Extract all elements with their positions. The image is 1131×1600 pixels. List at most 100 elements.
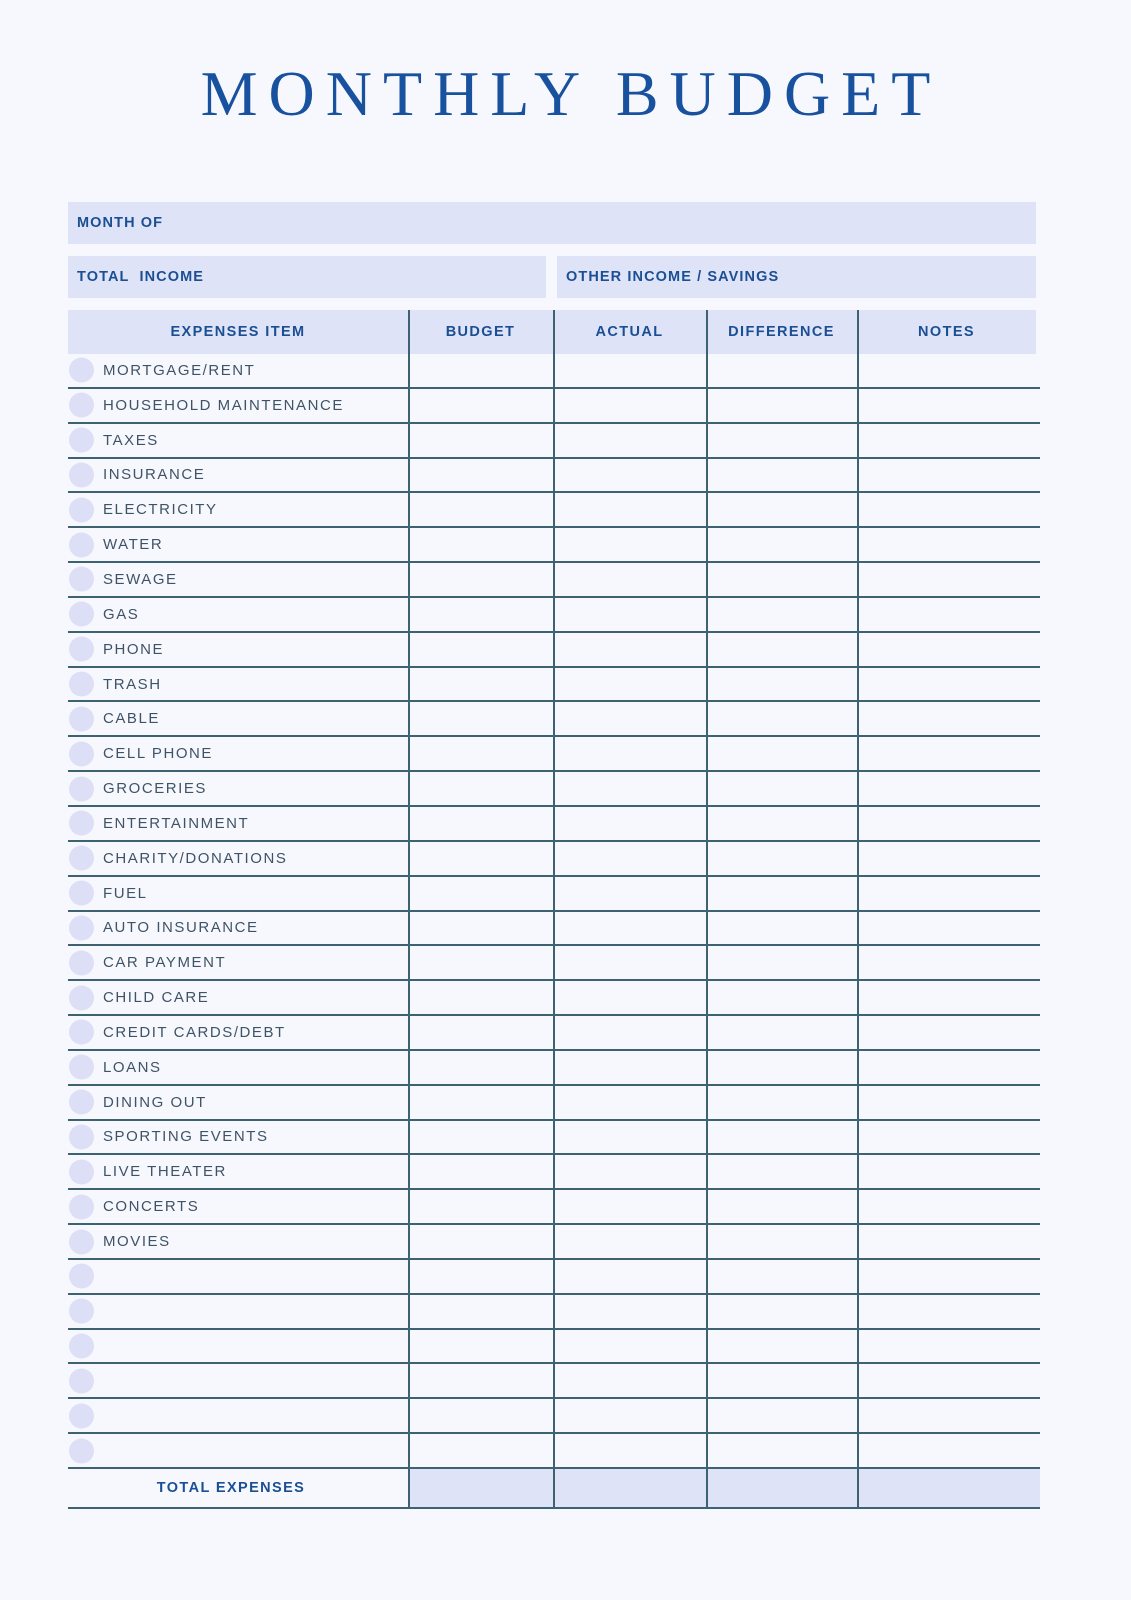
difference-cell[interactable] — [706, 874, 857, 912]
notes-cell[interactable] — [857, 1048, 1040, 1086]
notes-cell[interactable] — [857, 1432, 1040, 1469]
actual-cell[interactable] — [553, 804, 706, 842]
notes-cell[interactable] — [857, 804, 1040, 842]
actual-cell[interactable] — [553, 456, 706, 494]
difference-cell[interactable] — [706, 1153, 857, 1191]
actual-cell[interactable] — [553, 352, 706, 389]
notes-cell[interactable] — [857, 491, 1040, 529]
budget-cell[interactable] — [408, 839, 553, 877]
actual-cell[interactable] — [553, 1327, 706, 1365]
actual-cell[interactable] — [553, 1048, 706, 1086]
expense-item-cell[interactable]: CONCERTS — [68, 1190, 408, 1223]
notes-cell[interactable] — [857, 665, 1040, 703]
expense-item-cell[interactable]: ELECTRICITY — [68, 493, 408, 526]
actual-cell[interactable] — [553, 1362, 706, 1400]
notes-cell[interactable] — [857, 944, 1040, 982]
difference-cell[interactable] — [706, 804, 857, 842]
budget-cell[interactable] — [408, 665, 553, 703]
notes-cell[interactable] — [857, 1083, 1040, 1121]
notes-cell[interactable] — [857, 561, 1040, 598]
notes-cell[interactable] — [857, 735, 1040, 772]
budget-cell[interactable] — [408, 874, 553, 912]
budget-cell[interactable] — [408, 1292, 553, 1330]
difference-cell[interactable] — [706, 979, 857, 1016]
difference-cell[interactable] — [706, 421, 857, 459]
actual-cell[interactable] — [553, 1153, 706, 1191]
notes-cell[interactable] — [857, 979, 1040, 1016]
notes-cell[interactable] — [857, 526, 1040, 563]
budget-cell[interactable] — [408, 630, 553, 668]
difference-cell[interactable] — [706, 1327, 857, 1365]
difference-cell[interactable] — [706, 770, 857, 807]
expense-item-cell[interactable]: MORTGAGE/RENT — [68, 354, 408, 387]
expense-item-cell[interactable] — [68, 1434, 408, 1467]
notes-cell[interactable] — [857, 1014, 1040, 1051]
actual-cell[interactable] — [553, 630, 706, 668]
notes-cell[interactable] — [857, 1362, 1040, 1400]
budget-cell[interactable] — [408, 770, 553, 807]
difference-cell[interactable] — [706, 1292, 857, 1330]
total-actual-cell[interactable] — [553, 1467, 706, 1509]
budget-cell[interactable] — [408, 561, 553, 598]
actual-cell[interactable] — [553, 839, 706, 877]
expense-item-cell[interactable]: LOANS — [68, 1051, 408, 1084]
difference-cell[interactable] — [706, 1083, 857, 1121]
budget-cell[interactable] — [408, 352, 553, 389]
difference-cell[interactable] — [706, 909, 857, 947]
expense-item-cell[interactable]: GAS — [68, 598, 408, 631]
budget-cell[interactable] — [408, 1432, 553, 1469]
difference-cell[interactable] — [706, 1014, 857, 1051]
notes-cell[interactable] — [857, 386, 1040, 424]
expense-item-cell[interactable]: CHILD CARE — [68, 981, 408, 1014]
difference-cell[interactable] — [706, 1257, 857, 1295]
actual-cell[interactable] — [553, 595, 706, 633]
expense-item-cell[interactable]: AUTO INSURANCE — [68, 912, 408, 945]
expense-item-cell[interactable]: MOVIES — [68, 1225, 408, 1258]
actual-cell[interactable] — [553, 909, 706, 947]
expense-item-cell[interactable]: WATER — [68, 528, 408, 561]
difference-cell[interactable] — [706, 735, 857, 772]
notes-cell[interactable] — [857, 1223, 1040, 1260]
expense-item-cell[interactable]: SEWAGE — [68, 563, 408, 596]
difference-cell[interactable] — [706, 1397, 857, 1434]
difference-cell[interactable] — [706, 700, 857, 738]
difference-cell[interactable] — [706, 386, 857, 424]
budget-cell[interactable] — [408, 1048, 553, 1086]
budget-cell[interactable] — [408, 979, 553, 1016]
actual-cell[interactable] — [553, 386, 706, 424]
budget-cell[interactable] — [408, 804, 553, 842]
expense-item-cell[interactable]: HOUSEHOLD MAINTENANCE — [68, 389, 408, 422]
actual-cell[interactable] — [553, 1188, 706, 1225]
difference-cell[interactable] — [706, 630, 857, 668]
difference-cell[interactable] — [706, 456, 857, 494]
budget-cell[interactable] — [408, 491, 553, 529]
difference-cell[interactable] — [706, 1432, 857, 1469]
difference-cell[interactable] — [706, 1188, 857, 1225]
expense-item-cell[interactable]: SPORTING EVENTS — [68, 1121, 408, 1154]
expense-item-cell[interactable]: TRASH — [68, 668, 408, 701]
actual-cell[interactable] — [553, 770, 706, 807]
budget-cell[interactable] — [408, 1362, 553, 1400]
budget-cell[interactable] — [408, 386, 553, 424]
notes-cell[interactable] — [857, 1397, 1040, 1434]
actual-cell[interactable] — [553, 561, 706, 598]
notes-cell[interactable] — [857, 700, 1040, 738]
expense-item-cell[interactable] — [68, 1364, 408, 1397]
budget-cell[interactable] — [408, 1223, 553, 1260]
difference-cell[interactable] — [706, 526, 857, 563]
actual-cell[interactable] — [553, 1292, 706, 1330]
actual-cell[interactable] — [553, 735, 706, 772]
budget-cell[interactable] — [408, 526, 553, 563]
difference-cell[interactable] — [706, 561, 857, 598]
budget-cell[interactable] — [408, 1118, 553, 1156]
budget-cell[interactable] — [408, 456, 553, 494]
notes-cell[interactable] — [857, 595, 1040, 633]
actual-cell[interactable] — [553, 1014, 706, 1051]
other-income-savings-field[interactable]: OTHER INCOME / SAVINGS — [557, 256, 1036, 298]
actual-cell[interactable] — [553, 979, 706, 1016]
budget-cell[interactable] — [408, 595, 553, 633]
difference-cell[interactable] — [706, 1118, 857, 1156]
notes-cell[interactable] — [857, 1153, 1040, 1191]
actual-cell[interactable] — [553, 1397, 706, 1434]
expense-item-cell[interactable]: ENTERTAINMENT — [68, 807, 408, 840]
